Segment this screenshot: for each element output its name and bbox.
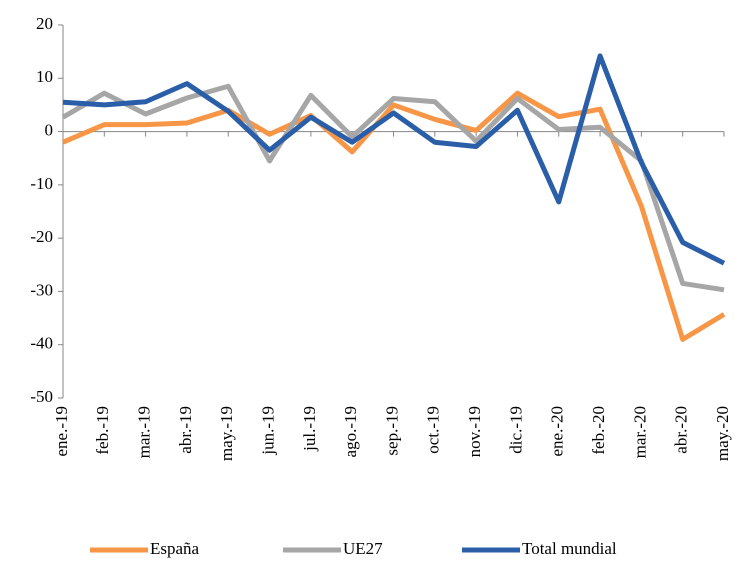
line	[62, 90, 726, 342]
x-tick-label: abr.-20	[672, 406, 691, 454]
y-tick-label: -20	[30, 227, 53, 246]
legend-label: España	[150, 539, 200, 558]
x-tick-label: mar.-19	[135, 406, 154, 458]
x-tick-label: ago.-19	[341, 406, 360, 457]
legend-label: Total mundial	[522, 539, 617, 558]
x-tick-label: feb.-20	[589, 406, 608, 455]
x-tick-label: dic.-19	[506, 406, 525, 454]
y-tick-label: 10	[36, 67, 53, 86]
x-tick-label: may.-20	[713, 406, 732, 461]
x-tick-label: feb.-19	[93, 406, 112, 455]
legend-label: UE27	[343, 539, 383, 558]
x-tick-label: mar.-20	[630, 406, 649, 458]
x-tick-label: sep.-19	[382, 406, 401, 456]
y-tick-label: -10	[30, 174, 53, 193]
x-tick-label: jun.-19	[258, 406, 277, 456]
y-tick-label: -40	[30, 334, 53, 353]
x-tick-label: abr.-19	[176, 406, 195, 454]
line	[61, 83, 725, 293]
x-tick-label: oct.-19	[424, 406, 443, 454]
x-tick-label: ene.-20	[548, 406, 567, 457]
y-tick-label: 20	[36, 14, 53, 33]
x-tick-label: ene.-19	[52, 406, 71, 457]
x-tick-label: nov.-19	[465, 406, 484, 457]
y-tick-label: 0	[45, 120, 54, 139]
y-tick-label: -30	[30, 280, 53, 299]
x-tick-label: may.-19	[217, 406, 236, 461]
line	[62, 53, 726, 266]
x-tick-label: jul.-19	[300, 406, 319, 452]
y-tick-label: -50	[30, 387, 53, 406]
